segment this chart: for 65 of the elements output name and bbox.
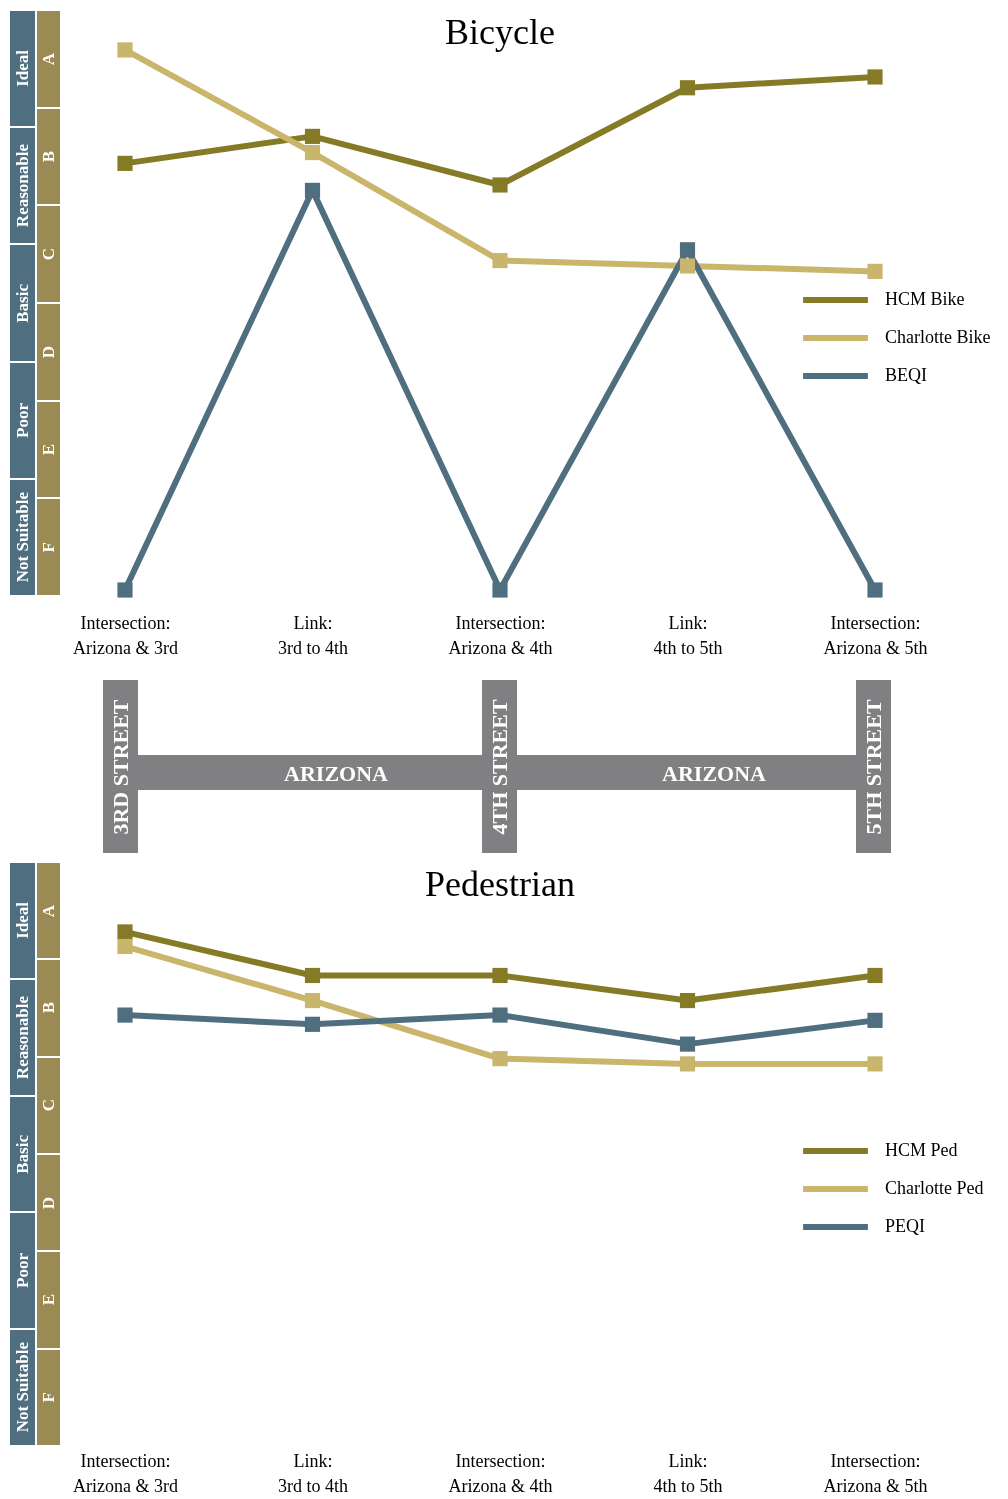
x-tick-label: Link: 4th to 5th bbox=[653, 612, 723, 658]
legend-label: BEQI bbox=[885, 365, 927, 385]
annotation: Ideal bbox=[13, 901, 32, 939]
point bbox=[117, 924, 133, 940]
point bbox=[867, 69, 883, 85]
legend-label: Charlotte Ped bbox=[885, 1178, 984, 1198]
annotation: Not Suitable bbox=[13, 492, 32, 583]
point bbox=[492, 1007, 508, 1023]
point bbox=[679, 992, 696, 1009]
point bbox=[117, 938, 133, 955]
point bbox=[492, 252, 508, 269]
annotation: A bbox=[39, 52, 58, 65]
point bbox=[117, 1007, 133, 1023]
grade-scale: A B C D E F bbox=[37, 862, 60, 1446]
point bbox=[304, 967, 321, 984]
point bbox=[679, 258, 696, 274]
point bbox=[867, 967, 883, 984]
x-tick-label: Intersection: Arizona & 5th bbox=[823, 1450, 928, 1496]
point bbox=[492, 1051, 508, 1067]
x-tick-label: Intersection: Arizona & 5th bbox=[823, 612, 928, 658]
annotation: F bbox=[39, 541, 58, 553]
point bbox=[492, 967, 508, 984]
point bbox=[117, 582, 133, 598]
point bbox=[679, 1036, 696, 1052]
point bbox=[304, 128, 321, 144]
x-tick-label: Link: 3rd to 4th bbox=[278, 612, 348, 658]
point bbox=[304, 144, 321, 161]
point bbox=[492, 582, 508, 598]
annotation: Reasonable bbox=[13, 995, 32, 1079]
legend-label: PEQI bbox=[885, 1216, 925, 1236]
point bbox=[679, 1056, 696, 1072]
x-tick-label: Intersection: Arizona & 3rd bbox=[73, 612, 178, 658]
annotation: Ideal bbox=[13, 50, 32, 88]
chart-title: Bicycle bbox=[445, 12, 555, 52]
point bbox=[117, 42, 133, 58]
legend-label: HCM Ped bbox=[885, 1140, 958, 1160]
legend-label: HCM Bike bbox=[885, 289, 965, 309]
annotation: B bbox=[39, 1002, 58, 1014]
point bbox=[679, 80, 696, 96]
chart-title: Pedestrian bbox=[425, 864, 575, 904]
point bbox=[867, 582, 883, 598]
annotation: Poor bbox=[13, 402, 32, 438]
point bbox=[492, 177, 508, 193]
point bbox=[304, 992, 321, 1009]
x-tick-label: Intersection: Arizona & 4th bbox=[448, 612, 553, 658]
point bbox=[867, 263, 883, 279]
x-tick-label: Link: 3rd to 4th bbox=[278, 1450, 348, 1496]
legend-label: Charlotte Bike bbox=[885, 327, 991, 347]
x-tick-label: Intersection: Arizona & 4th bbox=[448, 1450, 553, 1496]
annotation: E bbox=[39, 443, 58, 456]
point bbox=[304, 1016, 321, 1032]
point bbox=[867, 1056, 883, 1072]
point bbox=[679, 242, 696, 258]
rating-scale: Ideal Reasonable Basic Poor Not Suitable bbox=[10, 862, 35, 1446]
annotation: B bbox=[39, 150, 58, 163]
x-tick-label: Link: 4th to 5th bbox=[653, 1450, 723, 1496]
annotation: Reasonable bbox=[13, 144, 32, 228]
point bbox=[867, 1012, 883, 1028]
street-map: 3RD STREET ARIZONA 4TH STREET ARIZONA 5TH STREET bbox=[103, 680, 891, 853]
point bbox=[117, 155, 133, 171]
annotation: Basic bbox=[13, 283, 32, 323]
annotation: C bbox=[39, 248, 58, 261]
annotation: D bbox=[39, 345, 58, 358]
x-tick-label: Intersection: Arizona & 3rd bbox=[73, 1450, 178, 1496]
point bbox=[304, 182, 321, 198]
